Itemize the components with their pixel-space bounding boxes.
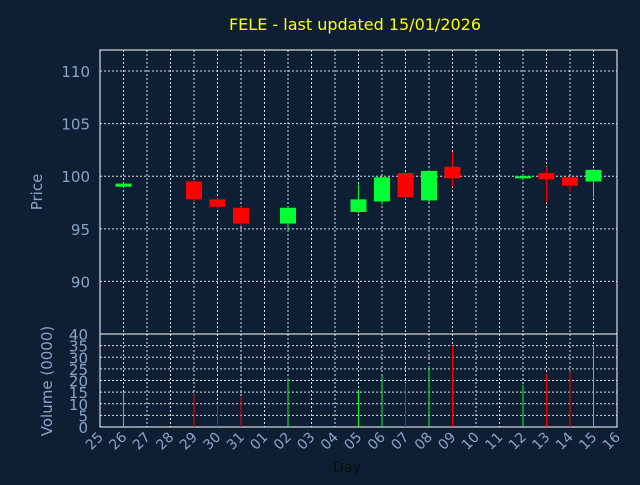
candle-body (421, 170, 437, 201)
candle-body (538, 173, 555, 180)
price-tick-label: 100 (61, 168, 90, 186)
x-tick-label: 01 (247, 430, 271, 454)
price-tick-label: 95 (71, 221, 90, 239)
volume-tick-label: 35 (69, 338, 88, 356)
candle-body (115, 183, 132, 187)
price-axis-label: Price (28, 174, 46, 211)
candle-body (233, 207, 249, 224)
volume-axis-label: Volume (0000) (38, 326, 56, 436)
x-tick-label: 11 (482, 430, 506, 454)
chart-title: FELE - last updated 15/01/2026 (229, 15, 481, 34)
x-tick-label: 05 (341, 430, 365, 454)
x-tick-label: 03 (294, 430, 318, 454)
x-tick-label: 29 (177, 430, 201, 454)
x-tick-label: 08 (412, 430, 436, 454)
volume-tick-label: 20 (69, 373, 88, 391)
price-tick-label: 90 (71, 273, 90, 291)
x-tick-label: 15 (576, 430, 600, 454)
x-tick-label: 31 (224, 430, 248, 454)
x-tick-label: 12 (506, 430, 530, 454)
x-tick-label: 10 (459, 430, 483, 454)
candle-body (350, 199, 367, 212)
x-axis-label: Day (333, 460, 361, 476)
candle-body (444, 166, 461, 179)
volume-tick-label: 0 (78, 419, 88, 437)
x-tick-label: 06 (365, 429, 389, 453)
x-tick-label: 13 (529, 430, 553, 454)
candle-body (209, 199, 226, 207)
candle-body (397, 173, 414, 198)
price-tick-label: 105 (61, 116, 90, 134)
x-tick-label: 14 (553, 429, 577, 453)
x-tick-label: 30 (200, 430, 224, 454)
candle-body (515, 176, 531, 179)
volume-tick-label: 25 (69, 361, 88, 379)
volume-tick-label: 15 (69, 384, 88, 402)
candle-body (186, 181, 202, 200)
candle-body (374, 177, 390, 202)
x-tick-label: 07 (388, 430, 412, 454)
volume-tick-label: 5 (78, 407, 88, 425)
volume-tick-label: 40 (69, 326, 88, 344)
x-tick-label: 16 (600, 429, 624, 453)
x-tick-label: 26 (106, 429, 130, 453)
x-tick-label: 28 (153, 430, 177, 454)
x-tick-label: 04 (318, 429, 342, 453)
price-tick-label: 110 (61, 63, 90, 81)
x-tick-label: 02 (271, 430, 295, 454)
x-tick-label: 27 (130, 430, 154, 454)
candle-body (562, 177, 578, 186)
volume-tick-label: 10 (69, 396, 88, 414)
x-tick-label: 09 (435, 430, 459, 454)
volume-tick-label: 30 (69, 349, 88, 367)
candle-body (280, 207, 296, 224)
candle-body (585, 169, 602, 182)
